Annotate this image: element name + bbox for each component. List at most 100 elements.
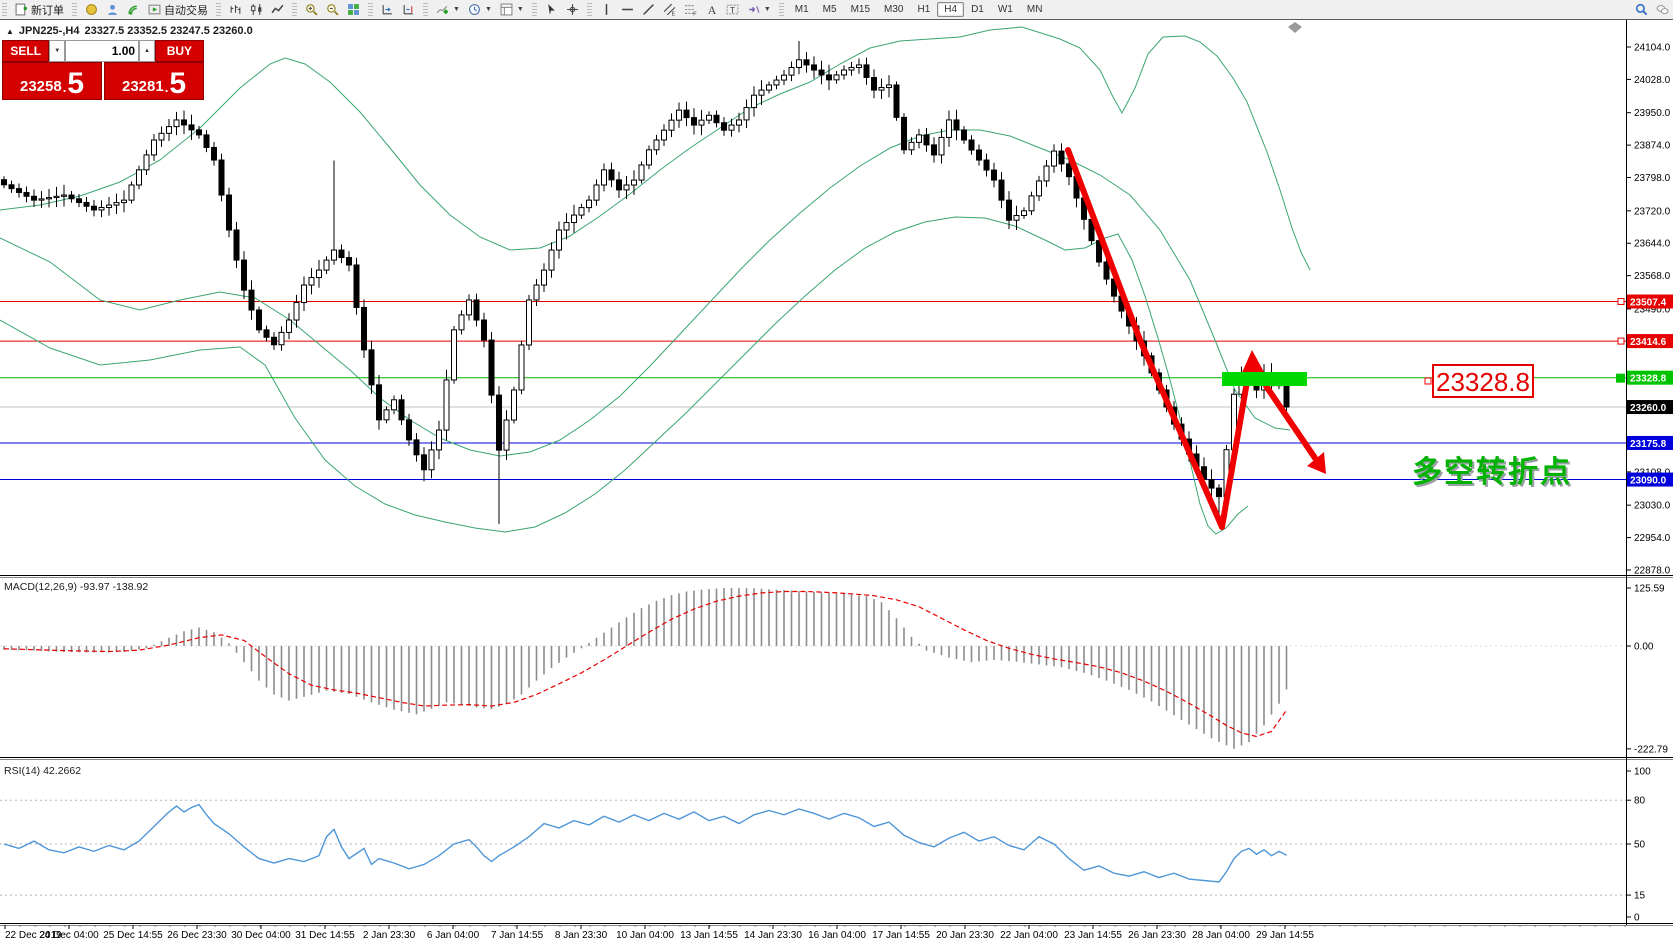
- timeframe-m30-button[interactable]: M30: [884, 4, 904, 15]
- chart-info-line: ▲ JPN225-,H4 23327.5 23352.5 23247.5 232…: [6, 25, 253, 37]
- funds-icon: [86, 4, 97, 15]
- time-label: 13 Jan 14:55: [680, 930, 738, 941]
- indicators-button[interactable]: ▼: [432, 2, 464, 17]
- autoscroll-button[interactable]: [377, 2, 398, 17]
- timeframe-m5-button[interactable]: M5: [822, 4, 837, 15]
- time-label: 6 Jan 04:00: [427, 930, 480, 941]
- chart-candles-icon: [251, 4, 262, 15]
- buy-price-int: 23281: [121, 78, 164, 95]
- down-arrow-shaft[interactable]: [1263, 383, 1318, 461]
- timeframe-w1-button[interactable]: W1: [997, 4, 1013, 15]
- timeframe-h4-button[interactable]: H4: [937, 2, 965, 17]
- fibonacci-button[interactable]: F: [680, 2, 701, 17]
- arrows-button[interactable]: ▼: [743, 2, 775, 17]
- up-arrow-head[interactable]: [1240, 350, 1264, 377]
- timeframe-d1-button[interactable]: D1: [971, 4, 984, 15]
- svg-text:50: 50: [1634, 840, 1646, 851]
- search-button[interactable]: [1631, 2, 1652, 17]
- toolbar-grip[interactable]: [2, 2, 7, 17]
- line-handle[interactable]: [1616, 373, 1625, 383]
- toolbar-grip[interactable]: [778, 2, 784, 17]
- channel-button[interactable]: E: [659, 2, 680, 17]
- bollinger-upper: [0, 26, 1311, 271]
- toolbar-grip[interactable]: [292, 2, 297, 17]
- line-chart-button[interactable]: [267, 2, 288, 17]
- sell-button[interactable]: SELL: [2, 40, 50, 62]
- new-order-button-label: 新订单: [31, 4, 64, 17]
- time-label: 17 Jan 14:55: [872, 930, 930, 941]
- svg-text:23568.0: 23568.0: [1634, 271, 1671, 282]
- toolbar-grip[interactable]: [423, 2, 428, 17]
- time-label: 23 Jan 14:55: [1064, 930, 1122, 941]
- price-label-box[interactable]: [1432, 364, 1534, 398]
- text-label-button[interactable]: T: [722, 2, 743, 17]
- zoom-in-icon: [306, 4, 318, 16]
- ohlc-values: 23327.5 23352.5 23247.5 23260.0: [84, 25, 253, 37]
- deposit-button[interactable]: [81, 2, 102, 17]
- up-arrow-shaft[interactable]: [1219, 367, 1252, 530]
- time-label: 2 Jan 23:30: [363, 930, 416, 941]
- toolbar-grip[interactable]: [586, 2, 592, 17]
- toolbar-grip[interactable]: [216, 2, 221, 17]
- autotrade-button[interactable]: 自动交易: [144, 1, 212, 19]
- crosshair-button[interactable]: [562, 2, 583, 17]
- horizontal-line-button[interactable]: [617, 2, 638, 17]
- price-axis: 24104.0 24028.0 23950.0 23874.0 23798.0 23720…: [1626, 43, 1673, 576]
- tile-windows-button[interactable]: [343, 2, 364, 17]
- svg-text:0: 0: [1634, 913, 1640, 924]
- templates-button[interactable]: ▼: [496, 2, 528, 17]
- timeframe-m15-button[interactable]: M15: [850, 4, 871, 15]
- buy-price-frac: 5: [169, 67, 187, 100]
- buy-price[interactable]: 23281. 5: [104, 62, 204, 100]
- hline-icon: [621, 8, 633, 11]
- cn-annotation-text[interactable]: 多空转折点: [1412, 456, 1572, 489]
- down-arrow-head[interactable]: [1307, 452, 1326, 474]
- chart-shift-marker[interactable]: [1288, 22, 1302, 33]
- zoom-out-button[interactable]: [322, 2, 343, 17]
- bar-chart-button[interactable]: [225, 2, 246, 17]
- chart-line-icon: [271, 4, 284, 14]
- toolbar-grip[interactable]: [531, 2, 537, 17]
- toolbar-grip[interactable]: [368, 2, 373, 17]
- svg-text:F: F: [693, 11, 697, 16]
- time-label: 31 Dec 14:55: [295, 930, 355, 941]
- chat-button[interactable]: [1652, 2, 1673, 17]
- support-highlight-rect[interactable]: [1222, 372, 1307, 386]
- candle-chart-button[interactable]: [246, 2, 267, 17]
- toolbar-grip[interactable]: [72, 2, 77, 17]
- volume-input[interactable]: [65, 40, 140, 62]
- timeframe-m1-button[interactable]: M1: [794, 4, 809, 15]
- chart-shift-button[interactable]: [398, 2, 419, 17]
- svg-text:24104.0: 24104.0: [1634, 43, 1671, 54]
- text-icon: A: [708, 3, 717, 16]
- cursor-button[interactable]: [541, 2, 562, 17]
- svg-text:23030.0: 23030.0: [1634, 501, 1671, 512]
- svg-text:23507.4: 23507.4: [1630, 298, 1667, 309]
- community-button[interactable]: [102, 2, 123, 17]
- line-handle[interactable]: [1617, 337, 1625, 345]
- volume-increase-button[interactable]: ▲: [139, 40, 155, 62]
- vertical-line-button[interactable]: [596, 2, 617, 17]
- volume-decrease-button[interactable]: ▼: [49, 40, 66, 62]
- periods-button[interactable]: ▼: [464, 2, 496, 17]
- label-anchor-handle[interactable]: [1424, 377, 1432, 385]
- chart-bars-icon: [230, 5, 241, 14]
- new-order-button[interactable]: 新订单: [11, 1, 68, 19]
- text-button[interactable]: A: [701, 2, 722, 17]
- svg-text:23260.0: 23260.0: [1630, 403, 1667, 414]
- sell-price[interactable]: 23258. 5: [2, 62, 102, 100]
- buy-button[interactable]: BUY: [154, 40, 204, 62]
- timeframe-h1-button[interactable]: H1: [917, 4, 931, 15]
- autoscroll-icon: [382, 5, 392, 15]
- line-handle[interactable]: [1617, 298, 1625, 306]
- timeframe-mn-button[interactable]: MN: [1026, 4, 1043, 15]
- rsi-line: [3, 803, 1287, 883]
- signals-button[interactable]: [123, 2, 144, 17]
- trendline-button[interactable]: [638, 2, 659, 17]
- zoom-in-button[interactable]: [301, 2, 322, 17]
- trade-panel-toggle-icon[interactable]: ▲: [6, 26, 14, 36]
- down-trend-arrow[interactable]: [1065, 147, 1225, 530]
